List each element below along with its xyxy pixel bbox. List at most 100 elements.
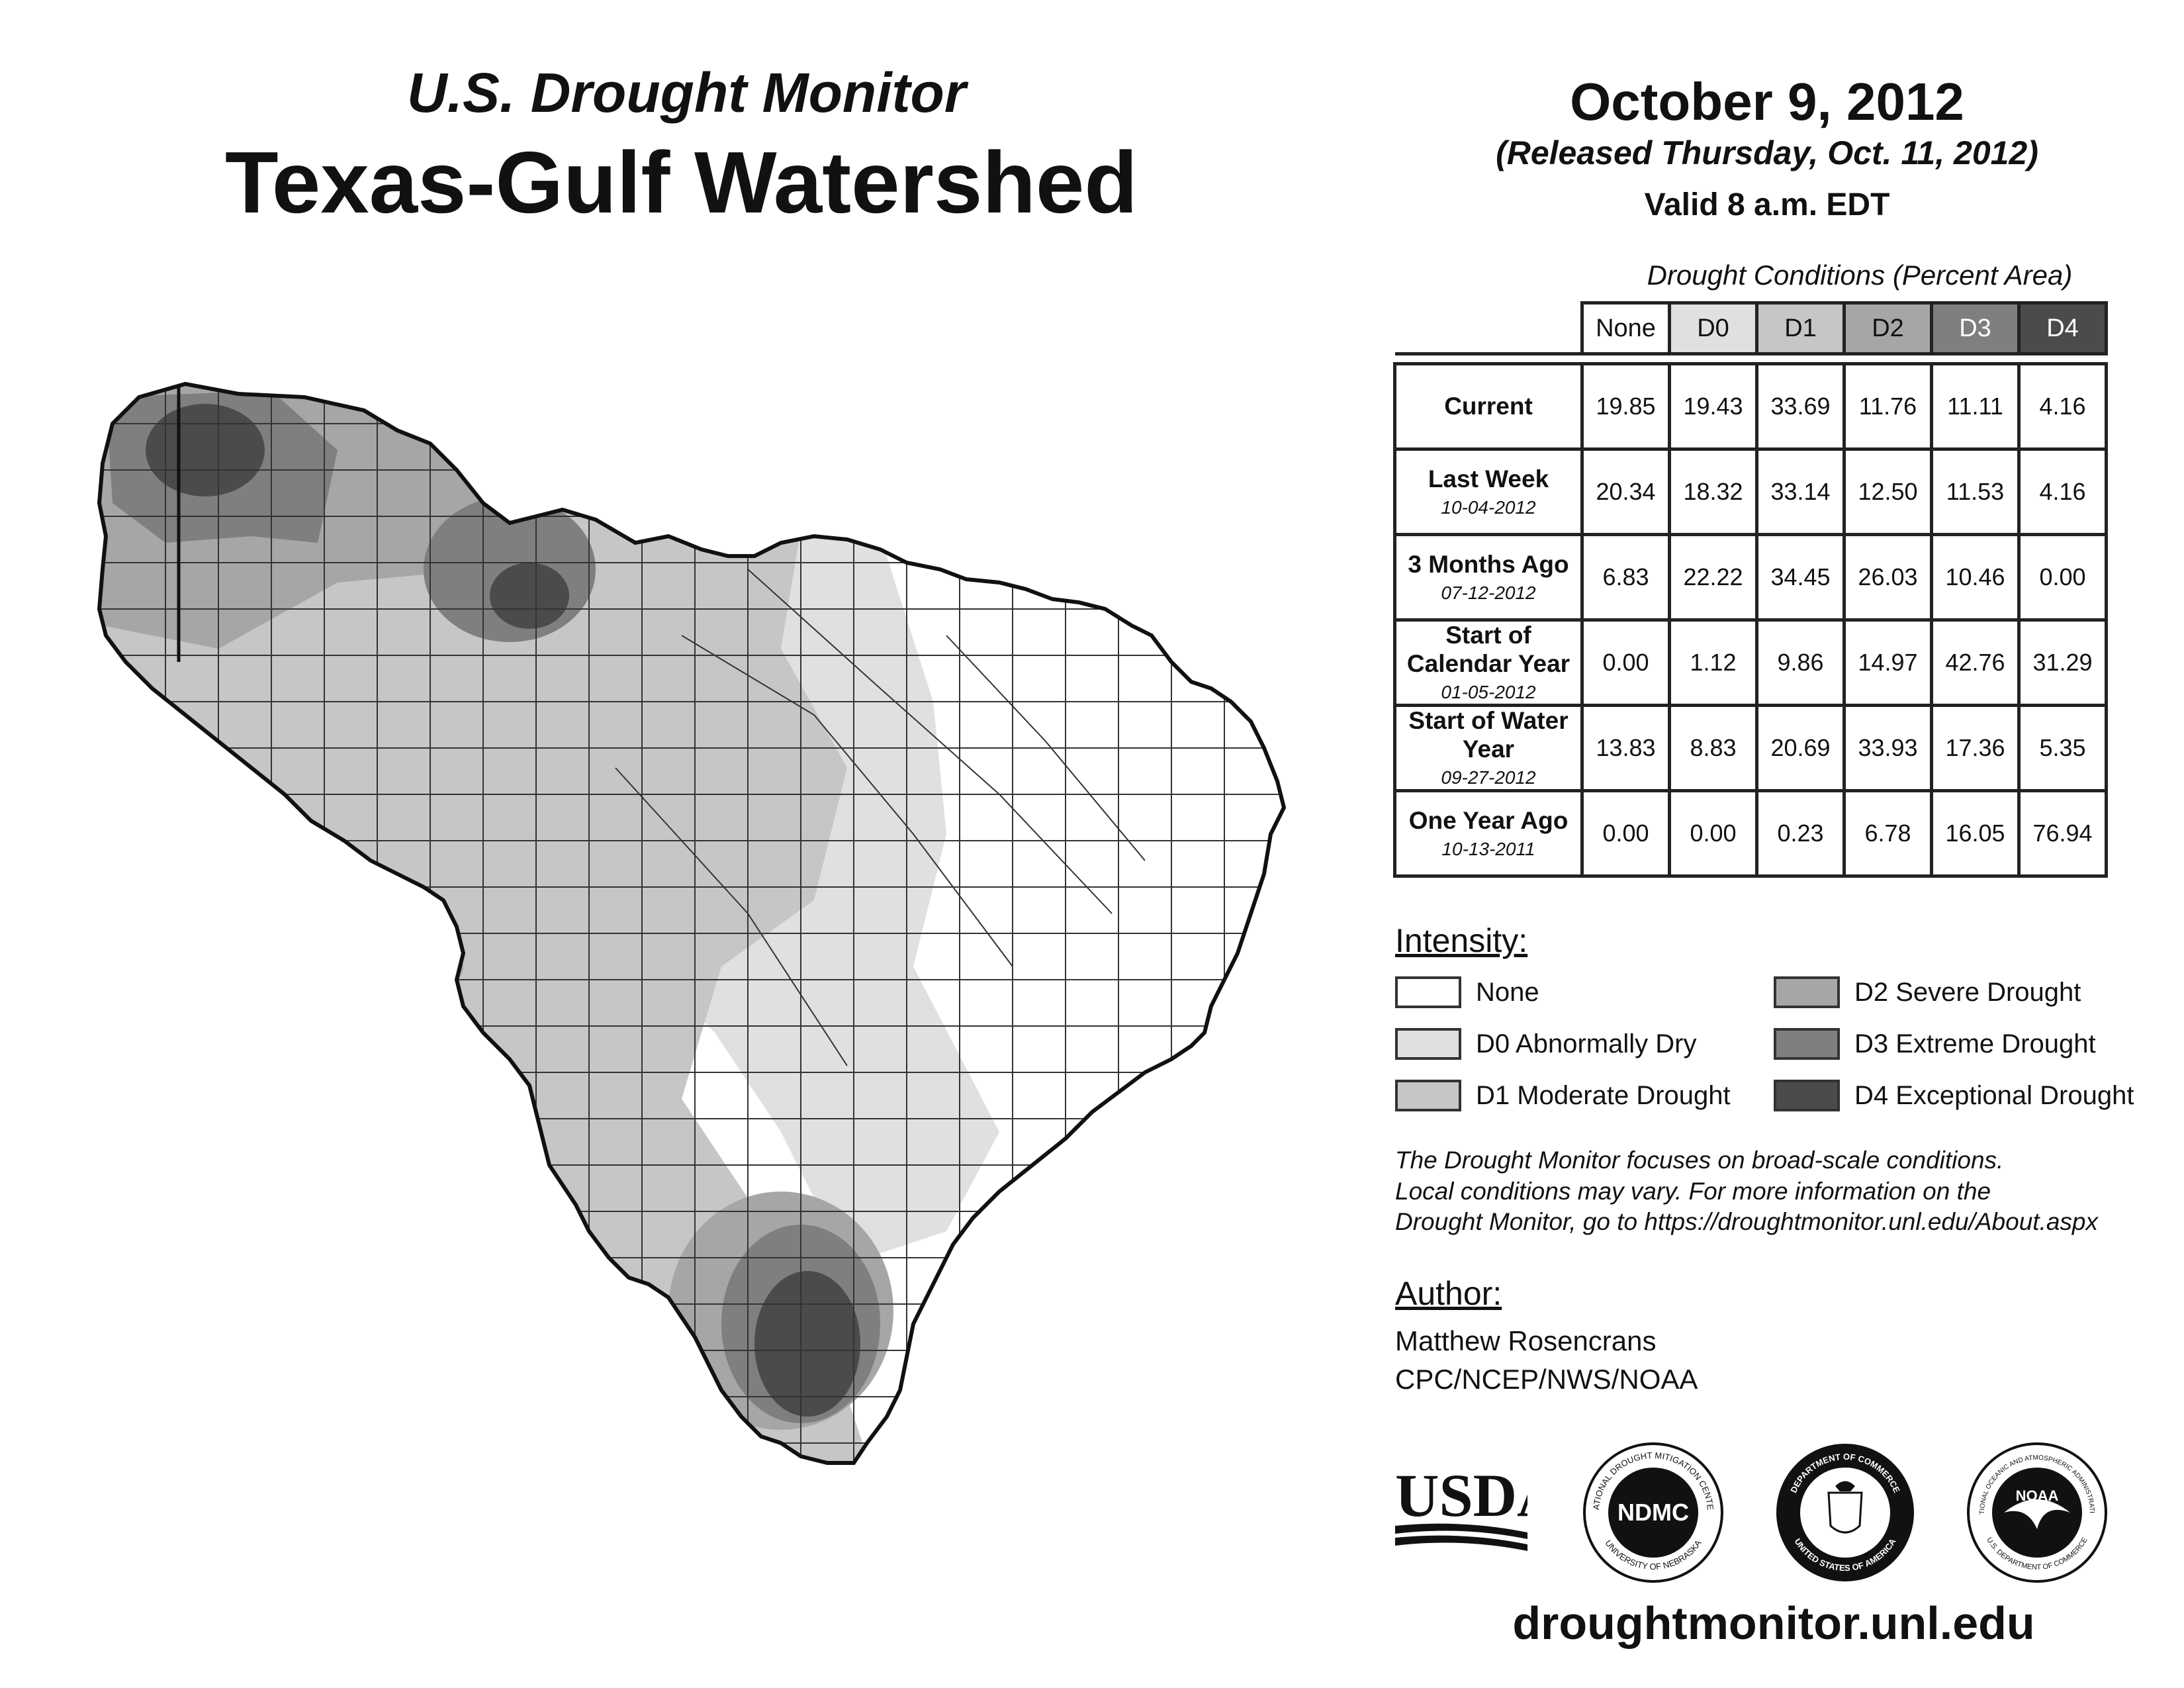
- table-row: Current 19.85 19.43 33.69 11.76 11.11 4.…: [1393, 362, 2108, 451]
- shield-icon: [1827, 1491, 1863, 1534]
- ndmc-logo: NATIONAL DROUGHT MITIGATION CENTER UNIVE…: [1580, 1440, 1723, 1583]
- table-corner: [1394, 303, 1584, 355]
- drought-map: [86, 371, 1310, 1549]
- table-cell: 8.83: [1668, 704, 1758, 792]
- table-cell: 33.14: [1755, 447, 1846, 536]
- author-org: CPC/NCEP/NWS/NOAA: [1395, 1364, 1698, 1395]
- row-label: One Year Ago 10-13-2011: [1393, 789, 1584, 878]
- row-label: Start of Water Year 09-27-2012: [1393, 704, 1584, 792]
- table-cell: 17.36: [1930, 704, 2021, 792]
- eagle-icon: [1835, 1481, 1855, 1491]
- valid-time: Valid 8 a.m. EDT: [1644, 187, 1890, 222]
- table-cell: 33.93: [1843, 704, 1933, 792]
- table-cell: 19.43: [1668, 362, 1758, 451]
- table-cell: 22.22: [1668, 533, 1758, 622]
- table-cell: 5.35: [2017, 704, 2108, 792]
- legend-heading: Intensity:: [1395, 922, 1528, 959]
- table-cell: 6.78: [1843, 789, 1933, 878]
- table-cell: 34.45: [1755, 533, 1846, 622]
- col-header-d4: D4: [2017, 301, 2108, 355]
- disclaimer-note: The Drought Monitor focuses on broad-sca…: [1395, 1145, 2183, 1238]
- table-row: 3 Months Ago 07-12-2012 6.83 22.22 34.45 …: [1393, 533, 2108, 622]
- release-date: (Released Thursday, Oct. 11, 2012): [1496, 134, 2038, 171]
- row-label: Start of Calendar Year 01-05-2012: [1393, 618, 1584, 707]
- note-line: Local conditions may vary. For more info…: [1395, 1177, 1991, 1205]
- table-cell: 19.85: [1580, 362, 1671, 451]
- d4-area: [490, 563, 569, 629]
- d4-area: [754, 1271, 860, 1417]
- table-cell: 4.16: [2017, 362, 2108, 451]
- d2-area: [344, 933, 463, 1000]
- legend-swatch: [1395, 1080, 1461, 1111]
- map-title: Texas-Gulf Watershed: [225, 134, 1138, 231]
- table-cell: 1.12: [1668, 618, 1758, 707]
- table-cell: 0.00: [2017, 533, 2108, 622]
- legend-label: D4 Exceptional Drought: [1854, 1080, 2134, 1110]
- table-cell: 0.23: [1755, 789, 1846, 878]
- table-cell: 26.03: [1843, 533, 1933, 622]
- col-header-d3: D3: [1930, 301, 2021, 355]
- col-header-d1: D1: [1755, 301, 1846, 355]
- note-line: Drought Monitor, go to https://droughtmo…: [1395, 1208, 2098, 1236]
- legend-swatch: [1774, 976, 1840, 1008]
- table-row: One Year Ago 10-13-2011 0.00 0.00 0.23 6.…: [1393, 789, 2108, 878]
- website-url[interactable]: droughtmonitor.unl.edu: [1512, 1597, 2035, 1649]
- table-row: Start of Calendar Year 01-05-2012 0.00 1.…: [1393, 618, 2108, 707]
- table-cell: 11.76: [1843, 362, 1933, 451]
- table-cell: 6.83: [1580, 533, 1671, 622]
- commerce-logo: DEPARTMENT OF COMMERCE UNITED STATES OF …: [1776, 1444, 1914, 1581]
- noaa-text: NOAA: [2016, 1487, 2059, 1504]
- ndmc-text: NDMC: [1617, 1499, 1689, 1526]
- row-label: 3 Months Ago 07-12-2012: [1393, 533, 1584, 622]
- legend-label: None: [1476, 977, 1539, 1007]
- table-cell: 9.86: [1755, 618, 1846, 707]
- table-cell: 10.46: [1930, 533, 2021, 622]
- author-heading: Author:: [1395, 1275, 1502, 1312]
- table-cell: 42.76: [1930, 618, 2021, 707]
- legend-item-d0: D0 Abnormally Dry: [1395, 1028, 1696, 1060]
- table-cell: 11.11: [1930, 362, 2021, 451]
- table-cell: 0.00: [1580, 618, 1671, 707]
- table-cell: 11.53: [1930, 447, 2021, 536]
- noaa-logo: NATIONAL OCEANIC AND ATMOSPHERIC ADMINIS…: [1964, 1440, 2107, 1583]
- table-cell: 76.94: [2017, 789, 2108, 878]
- note-line: The Drought Monitor focuses on broad-sca…: [1395, 1147, 2004, 1174]
- legend-swatch: [1395, 976, 1461, 1008]
- legend-item-d2: D2 Severe Drought: [1774, 976, 2081, 1008]
- table-caption: Drought Conditions (Percent Area): [1647, 259, 2073, 291]
- legend-swatch: [1774, 1028, 1840, 1060]
- legend-label: D0 Abnormally Dry: [1476, 1029, 1697, 1058]
- table-cell: 33.69: [1755, 362, 1846, 451]
- table-cell: 0.00: [1668, 789, 1758, 878]
- legend-label: D3 Extreme Drought: [1854, 1029, 2096, 1058]
- legend-swatch: [1395, 1028, 1461, 1060]
- legend-item-d1: D1 Moderate Drought: [1395, 1080, 1731, 1111]
- table-cell: 0.00: [1580, 789, 1671, 878]
- table-cell: 13.83: [1580, 704, 1671, 792]
- table-cell: 16.05: [1930, 789, 2021, 878]
- legend-label: D1 Moderate Drought: [1476, 1080, 1731, 1110]
- map-subtitle: U.S. Drought Monitor: [407, 62, 966, 124]
- legend-item-none: None: [1395, 976, 1539, 1008]
- col-header-d2: D2: [1843, 301, 1933, 355]
- table-cell: 4.16: [2017, 447, 2108, 536]
- table-cell: 12.50: [1843, 447, 1933, 536]
- table-cell: 20.69: [1755, 704, 1846, 792]
- seagull-icon: [2004, 1499, 2070, 1529]
- table-cell: 20.34: [1580, 447, 1671, 536]
- col-header-d0: D0: [1668, 301, 1758, 355]
- legend-label: D2 Severe Drought: [1854, 977, 2081, 1007]
- d4-area: [146, 404, 265, 496]
- table-row: Start of Water Year 09-27-2012 13.83 8.83…: [1393, 704, 2108, 792]
- table-cell: 14.97: [1843, 618, 1933, 707]
- legend-swatch: [1774, 1080, 1840, 1111]
- table-row: Last Week 10-04-2012 20.34 18.32 33.14 12…: [1393, 447, 2108, 536]
- map-date: October 9, 2012: [1570, 72, 1964, 131]
- drought-conditions-table: None D0 D1 D2 D3 D4 Current 19.85 19.43 …: [1393, 301, 2108, 878]
- row-label: Current: [1393, 362, 1584, 451]
- author-name: Matthew Rosencrans: [1395, 1325, 1657, 1356]
- table-cell: 18.32: [1668, 447, 1758, 536]
- legend-item-d3: D3 Extreme Drought: [1774, 1028, 2096, 1060]
